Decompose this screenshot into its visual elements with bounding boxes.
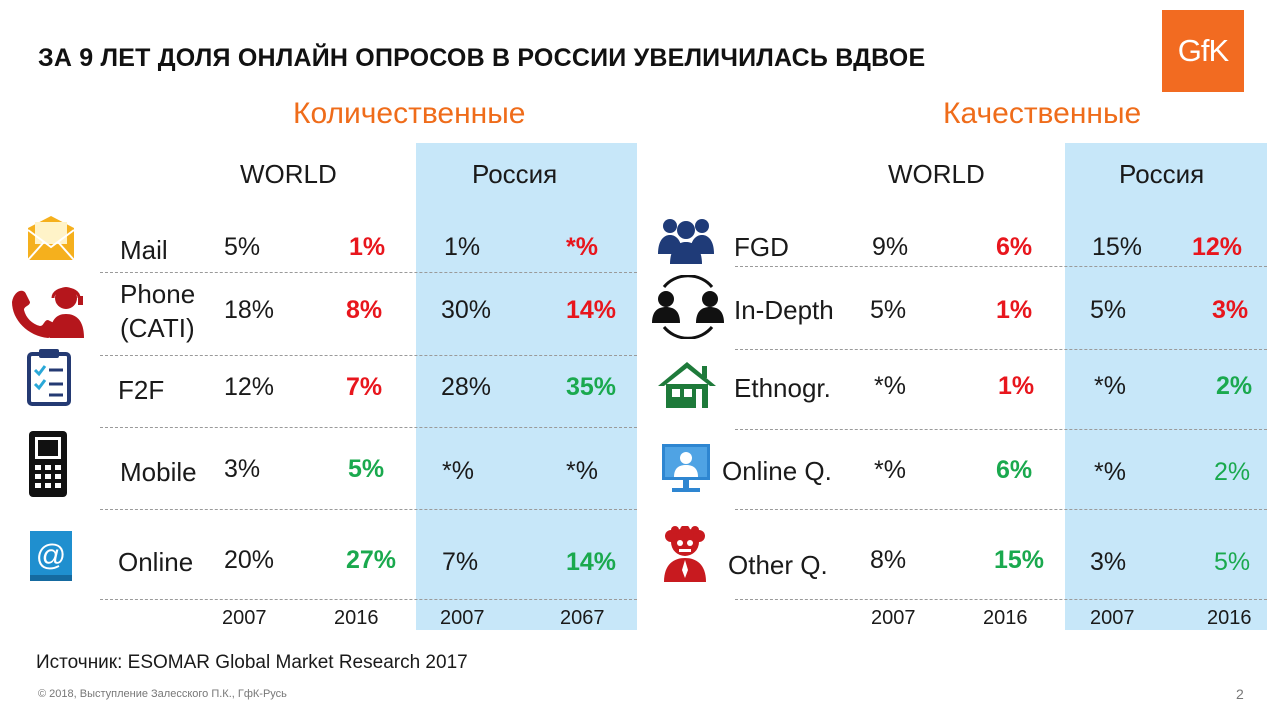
qual-world-2016-value: 6% — [996, 456, 1033, 484]
mobile-phone-icon — [28, 430, 68, 498]
quant-year-label: 2067 — [560, 607, 605, 629]
quant-russia-2016-value: *% — [566, 233, 598, 261]
quant-world-header: WORLD — [240, 159, 337, 189]
quant-russia-band — [416, 143, 637, 630]
qual-divider — [735, 266, 1267, 267]
qual-world-2007-value: *% — [874, 372, 906, 400]
quant-russia-2016-value: *% — [566, 457, 598, 485]
qual-russia-2016-value: 2% — [1214, 458, 1251, 486]
house-icon — [656, 360, 718, 410]
qual-divider — [735, 349, 1267, 350]
quant-russia-2007-value: 28% — [441, 373, 492, 401]
quant-world-2016-value: 7% — [346, 373, 383, 401]
qual-world-2016-value: 15% — [994, 546, 1045, 574]
qual-year-label: 2007 — [1090, 607, 1135, 629]
qual-russia-band — [1065, 143, 1267, 630]
quant-world-2016-value: 1% — [349, 233, 386, 261]
qual-russia-2007-value: *% — [1094, 458, 1126, 486]
quant-row-label: Online — [118, 547, 194, 577]
qual-row-label: Other Q. — [728, 550, 828, 580]
qual-world-2007-value: *% — [874, 456, 906, 484]
qual-world-2016-value: 1% — [998, 372, 1035, 400]
qual-year-label: 2016 — [983, 607, 1028, 629]
quant-heading: Количественные — [293, 97, 526, 130]
quant-divider — [100, 355, 637, 356]
qual-russia-2007-value: 5% — [1090, 296, 1127, 324]
qual-world-2007-value: 5% — [870, 296, 907, 324]
quant-year-label: 2007 — [222, 607, 267, 629]
qual-russia-2016-value: 3% — [1212, 296, 1249, 324]
group-people-icon — [656, 214, 716, 264]
source-note: Источник: ESOMAR Global Market Research … — [36, 652, 468, 673]
quant-world-2007-value: 12% — [224, 373, 275, 401]
quant-world-2016-value: 8% — [346, 296, 383, 324]
quant-divider — [100, 509, 637, 510]
two-people-dialogue-icon — [650, 275, 726, 339]
online-at-icon: @ — [28, 531, 74, 581]
qual-world-header: WORLD — [888, 159, 985, 189]
monitor-person-icon — [660, 442, 712, 494]
qual-russia-2016-value: 12% — [1192, 233, 1243, 261]
quant-row-label: F2F — [118, 375, 165, 405]
qual-world-2016-value: 1% — [996, 296, 1033, 324]
qual-world-2016-value: 6% — [996, 233, 1033, 261]
qual-russia-2007-value: 3% — [1090, 548, 1127, 576]
quant-row-label: Phone — [120, 279, 196, 309]
qual-year-label: 2007 — [871, 607, 916, 629]
gfk-logo: GfK — [1162, 10, 1244, 92]
svg-text:@: @ — [36, 539, 66, 572]
qual-russia-2016-value: 5% — [1214, 548, 1251, 576]
quant-year-label: 2016 — [334, 607, 379, 629]
qual-divider — [735, 429, 1267, 430]
qual-row-label: Ethnogr. — [734, 373, 831, 403]
crazy-person-icon — [660, 526, 710, 582]
quant-year-label: 2007 — [440, 607, 485, 629]
quant-russia-2007-value: *% — [442, 457, 474, 485]
call-center-headset-icon — [8, 280, 88, 340]
quant-russia-2016-value: 14% — [566, 296, 617, 324]
clipboard-checklist-icon — [26, 348, 72, 406]
qual-russia-header: Россия — [1119, 159, 1205, 189]
quant-russia-2007-value: 30% — [441, 296, 492, 324]
page-number: 2 — [1236, 686, 1244, 702]
qual-world-2007-value: 8% — [870, 546, 907, 574]
qual-row-label: In-Depth — [734, 295, 834, 325]
quant-russia-2016-value: 14% — [566, 548, 617, 576]
page-title: ЗА 9 ЛЕТ ДОЛЯ ОНЛАЙН ОПРОСОВ В РОССИИ УВ… — [38, 44, 926, 72]
copyright-footer: © 2018, Выступление Залесского П.К., ГфК… — [38, 688, 287, 700]
quant-russia-header: Россия — [472, 159, 558, 189]
quant-divider — [100, 599, 637, 600]
quant-divider — [100, 427, 637, 428]
quant-divider — [100, 272, 637, 273]
quant-row-label: Mobile — [120, 457, 197, 487]
qual-row-label: Online Q. — [722, 456, 832, 486]
qual-divider — [735, 599, 1267, 600]
quant-world-2016-value: 27% — [346, 546, 397, 574]
qual-russia-2007-value: 15% — [1092, 233, 1143, 261]
quant-russia-2007-value: 7% — [442, 548, 479, 576]
mail-envelope-icon — [26, 214, 76, 264]
quant-world-2007-value: 18% — [224, 296, 275, 324]
qual-russia-2007-value: *% — [1094, 372, 1126, 400]
quant-russia-2016-value: 35% — [566, 373, 617, 401]
qual-world-2007-value: 9% — [872, 233, 909, 261]
quant-row-label-line2: (CATI) — [120, 313, 195, 343]
qual-row-label: FGD — [734, 232, 789, 262]
quant-world-2016-value: 5% — [348, 455, 385, 483]
quant-world-2007-value: 20% — [224, 546, 275, 574]
qual-year-label: 2016 — [1207, 607, 1252, 629]
quant-russia-2007-value: 1% — [444, 233, 481, 261]
qual-heading: Качественные — [943, 97, 1142, 130]
qual-russia-2016-value: 2% — [1216, 372, 1253, 400]
quant-world-2007-value: 5% — [224, 233, 261, 261]
quant-world-2007-value: 3% — [224, 455, 261, 483]
qual-divider — [735, 509, 1267, 510]
quant-row-label: Mail — [120, 235, 168, 265]
